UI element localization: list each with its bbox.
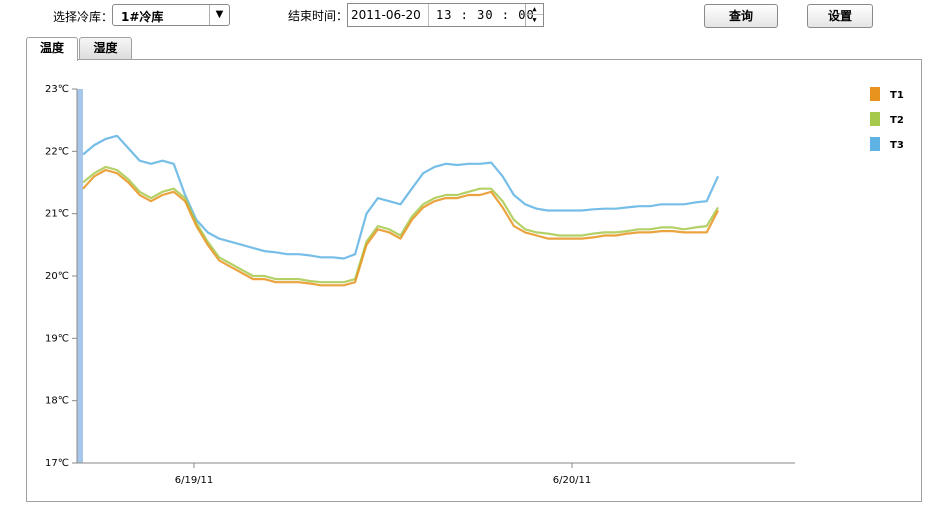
- y-tick-label: 19℃: [45, 333, 69, 344]
- settings-button[interactable]: 设置: [807, 4, 873, 28]
- end-time-label: 结束时间：: [288, 9, 349, 23]
- spin-down-icon[interactable]: ▼: [532, 16, 537, 24]
- y-tick-label: 22℃: [45, 146, 69, 157]
- chevron-down-icon[interactable]: ▼: [209, 5, 229, 25]
- legend-swatch-t2: [870, 112, 880, 126]
- series-line-t1: [82, 168, 719, 287]
- end-datetime-field[interactable]: 2011-06-20 13 : 30 : 00 ▲ ▼: [347, 3, 544, 27]
- end-time-input[interactable]: 13 : 30 : 00: [436, 8, 535, 22]
- series-line-t2: [82, 165, 719, 284]
- y-tick-label: 20℃: [45, 271, 69, 282]
- y-tick-label: 21℃: [45, 209, 69, 220]
- legend-label-t3: T3: [890, 140, 904, 151]
- legend-label-t1: T1: [890, 90, 904, 101]
- left-band: [77, 89, 83, 463]
- y-tick-label: 23℃: [45, 84, 69, 95]
- cold-store-select[interactable]: 1#冷库 ▼: [112, 4, 230, 26]
- spin-up-icon[interactable]: ▲: [526, 4, 543, 15]
- legend-swatch-t1: [870, 87, 880, 101]
- query-button[interactable]: 查询: [704, 4, 778, 28]
- series-line-t3: [82, 134, 720, 260]
- x-tick-label: 6/19/11: [175, 475, 214, 486]
- legend-swatch-t3: [870, 137, 880, 151]
- tab-temperature[interactable]: 温度: [26, 37, 78, 61]
- cold-store-select-value: 1#冷库: [121, 10, 164, 24]
- y-tick-label: 17℃: [45, 458, 69, 469]
- tab-humidity[interactable]: 湿度: [79, 37, 132, 60]
- time-spinner[interactable]: ▲ ▼: [525, 4, 543, 26]
- legend: T1 T2 T3: [870, 87, 904, 151]
- legend-label-t2: T2: [890, 115, 904, 126]
- x-axis: 6/19/11 6/20/11: [77, 462, 795, 486]
- y-tick-label: 18℃: [45, 396, 69, 407]
- y-axis: 23℃ 22℃ 21℃ 20℃ 19℃ 18℃ 17℃: [45, 84, 83, 469]
- x-tick-label: 6/20/11: [553, 475, 592, 486]
- date-time-divider: [428, 4, 429, 26]
- cold-store-label: 选择冷库：: [53, 10, 114, 24]
- series-lines: [82, 134, 720, 287]
- chart-panel: [26, 59, 922, 502]
- end-date-input[interactable]: 2011-06-20: [351, 8, 421, 22]
